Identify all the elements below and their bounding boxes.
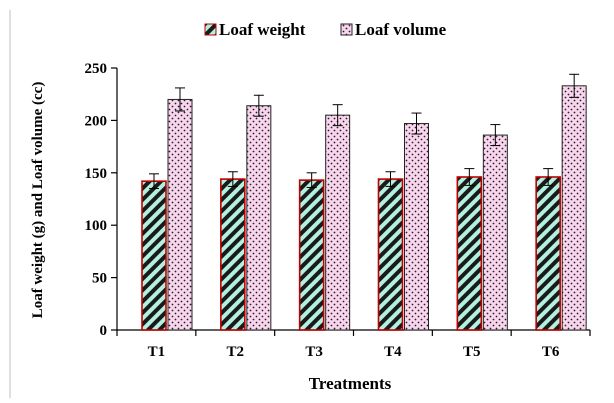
y-tick-label: 150: [85, 166, 108, 182]
x-tick-label: T2: [226, 344, 244, 360]
bar-loaf-volume-t1: [167, 98, 193, 331]
x-tick-label: T4: [384, 344, 402, 360]
legend-label-loaf-weight: Loaf weight: [219, 20, 306, 39]
bar-loaf-volume-t5: [482, 134, 508, 331]
bar-loaf-volume-t2: [246, 105, 272, 331]
legend: Loaf weight Loaf volume: [204, 20, 447, 39]
error-bars: [149, 73, 580, 190]
bar-loaf-weight-t1: [141, 180, 167, 331]
legend-swatch-loaf-volume: [340, 23, 353, 36]
legend-label-loaf-volume: Loaf volume: [355, 20, 447, 39]
bar-loaf-weight-t5: [456, 176, 483, 331]
bar-loaf-weight-t3: [298, 179, 325, 331]
bars: [141, 85, 587, 331]
y-tick-label: 0: [100, 323, 108, 339]
bar-loaf-weight-t4: [377, 178, 404, 331]
y-tick-label: 50: [92, 271, 107, 287]
bar-loaf-volume-t4: [404, 123, 429, 331]
y-tick-label: 250: [85, 61, 108, 77]
legend-swatch-loaf-weight: [204, 23, 217, 36]
x-tick-label: T3: [305, 344, 323, 360]
bar-loaf-volume-t6: [561, 85, 587, 331]
x-tick-label: T5: [463, 344, 481, 360]
bar-loaf-weight-t6: [535, 176, 561, 331]
y-tick-label: 100: [85, 218, 108, 234]
x-axis-title: Treatments: [309, 374, 392, 393]
x-tick-label: T1: [148, 344, 166, 360]
x-tick-label: T6: [542, 344, 560, 360]
y-axis-title: Loaf weight (g) and Loaf volume (cc): [30, 82, 46, 319]
y-axis: 0 50 100 150 200 250: [85, 61, 118, 339]
y-tick-label: 200: [85, 113, 108, 129]
bar-loaf-volume-t3: [325, 114, 351, 331]
x-axis: T1 T2 T3 T4 T5 T6: [116, 329, 591, 360]
bar-loaf-weight-t2: [220, 178, 246, 331]
